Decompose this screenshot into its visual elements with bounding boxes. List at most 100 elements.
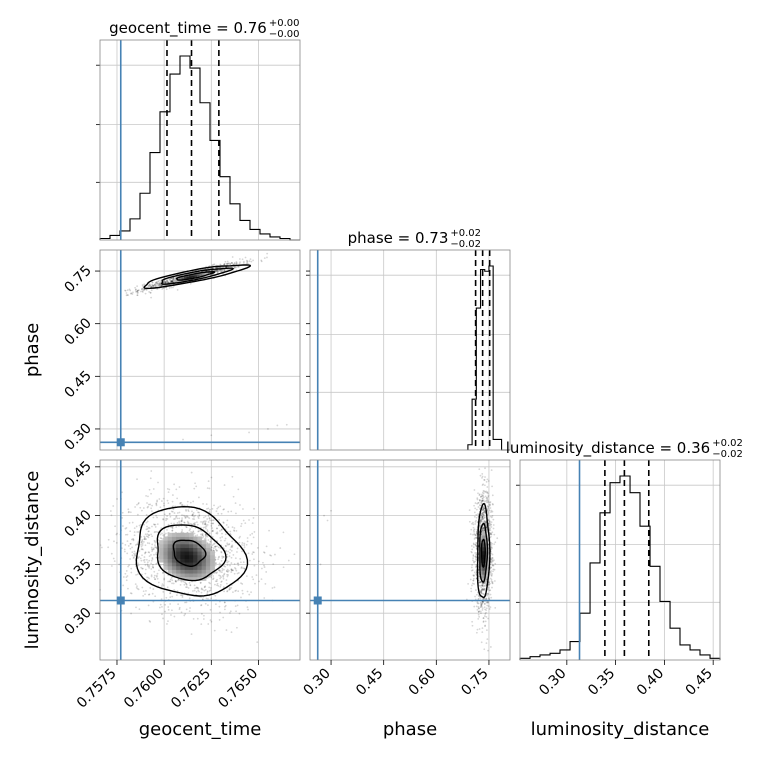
panel-frame-geocent_time-phase [99,249,301,451]
density-cell [163,540,169,545]
density-cell [480,539,482,544]
density-cell [204,273,208,275]
sample-point [219,539,222,542]
sample-point [214,571,217,574]
sample-point [148,577,151,580]
density-cell [197,273,201,275]
sample-point [479,524,482,527]
x-tick-label-phase: 0.60 [406,666,439,699]
sample-point [215,532,218,535]
density-cell [482,574,484,579]
sample-point [255,574,258,577]
sample-point [212,543,215,546]
sample-point [493,568,496,571]
sample-point [479,474,482,477]
sample-point [219,266,222,269]
sample-point [486,604,489,607]
sample-point [488,522,491,525]
density-cell [484,566,486,571]
sample-point [210,476,213,479]
sample-point [479,590,482,593]
sample-point [226,553,229,556]
sample-point [326,519,329,522]
sample-point [171,494,174,496]
sample-point [188,597,191,600]
sample-point [480,641,483,644]
sample-point [141,567,144,570]
sample-point [133,527,136,530]
sample-point [485,600,488,603]
sample-point [191,513,194,516]
sample-point [194,534,197,537]
sample-point [177,603,180,606]
density-cell [184,277,188,279]
density-cell [167,562,173,567]
sample-point [185,608,188,611]
sample-point [484,522,487,525]
sample-point [208,517,211,520]
sample-point [132,538,135,541]
sample-point [135,573,137,576]
sample-point [152,284,154,287]
sample-point [183,581,186,584]
sample-point [229,610,232,613]
sample-point [489,593,492,596]
sample-point [229,564,231,567]
sample-point [490,552,493,555]
density-cell [193,558,198,563]
sample-point [478,584,481,587]
sample-point [153,539,156,542]
sample-point [480,612,482,614]
sample-point [474,543,477,546]
sample-point [475,556,478,559]
sample-point [249,258,252,261]
sample-point [480,603,483,606]
sample-point [251,576,254,578]
density-cell [481,542,484,548]
sample-point [472,579,475,582]
sample-point [136,587,139,590]
sample-point [136,585,138,588]
contour-line [143,264,252,290]
sample-point [216,584,218,587]
density-cell [171,569,177,574]
sample-point [121,491,123,494]
sample-point [146,520,149,523]
sample-point [175,581,177,583]
sample-point [210,524,213,527]
sample-point [197,530,200,533]
sample-point [252,536,255,539]
sample-point [482,597,485,600]
sample-point [150,559,153,562]
sample-point [487,506,490,508]
sample-point [218,555,221,558]
sample-point [489,570,492,573]
sample-point [210,549,213,552]
sample-point [207,515,210,517]
sample-point [159,537,162,539]
sample-point [475,551,478,554]
sample-point [152,488,155,490]
x-axis-label-geocent_time: geocent_time [139,719,262,740]
sample-point [171,500,174,503]
sample-point [156,572,159,575]
sample-point [216,272,219,274]
density-cell [159,554,164,559]
sample-point [161,583,164,586]
sample-point [470,587,472,590]
sample-point [203,520,206,523]
sample-point [218,569,221,572]
sample-point [490,469,493,471]
sample-point [194,482,196,485]
sample-point [223,263,225,266]
grid-1-1 [330,250,490,450]
sample-point [481,588,483,591]
density-cell [483,546,485,552]
sample-point [156,288,158,290]
sample-point [483,509,486,512]
sample-point [195,587,198,589]
sample-point [152,548,155,551]
sample-point [142,594,145,597]
density-cell [480,562,482,567]
sample-point [192,531,195,534]
